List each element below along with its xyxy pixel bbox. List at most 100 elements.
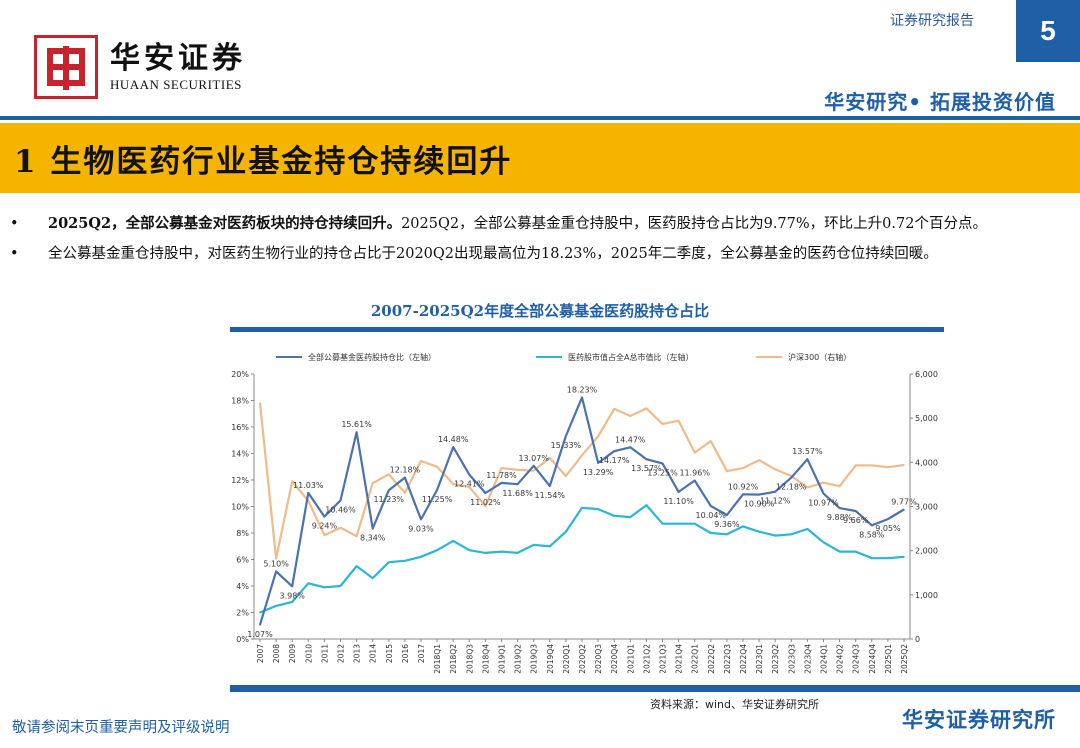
data-label: 5.10% [263, 559, 289, 568]
slogan: 华安研究• 拓展投资价值 [824, 90, 1056, 114]
section-title: 1 生物医药行业基金持仓持续回升 [14, 143, 513, 180]
data-label: 9.24% [312, 522, 338, 531]
y-right-tick-label: 4,000 [915, 458, 938, 467]
bullet-item: • 全公募基金重仓持股中，对医药生物行业的持仓占比于2020Q2出现最高位为18… [10, 242, 1060, 266]
data-point [549, 545, 551, 548]
disclaimer-link[interactable]: 敬请参阅末页重要声明及评级说明 [12, 720, 230, 736]
y-right-tick-label: 2,000 [915, 547, 938, 556]
data-point [903, 556, 905, 558]
data-point [404, 492, 406, 494]
data-point [838, 550, 841, 553]
x-tick-label: 2024Q3 [852, 644, 861, 674]
x-tick-label: 2020Q1 [562, 644, 571, 674]
data-point [339, 526, 342, 529]
page-number: 5 [1016, 0, 1080, 62]
x-tick-label: 2023Q2 [771, 644, 780, 674]
data-point [806, 528, 809, 530]
x-tick-label: 2016 [401, 644, 410, 663]
data-label: 11.78% [486, 471, 517, 480]
y-right-tick-label: 1,000 [915, 591, 938, 600]
data-point [371, 527, 374, 530]
data-point [404, 476, 406, 479]
x-tick-label: 2024Q1 [820, 644, 829, 674]
data-point [822, 492, 825, 495]
data-label: 11.12% [760, 497, 791, 506]
data-point [516, 469, 519, 471]
data-point [500, 467, 503, 469]
x-tick-label: 2025Q2 [900, 644, 909, 674]
data-point [887, 466, 889, 468]
data-point [629, 415, 632, 417]
data-point [774, 534, 776, 537]
data-point [726, 514, 728, 516]
data-point [484, 552, 487, 554]
data-point [854, 464, 857, 467]
data-point [903, 464, 905, 466]
chart-top-rule [230, 327, 944, 332]
data-point [468, 486, 471, 488]
bullet-dot: • [10, 216, 19, 232]
legend-label: 全部公募基金医药股持仓比（左轴） [308, 352, 436, 362]
x-tick-label: 2020Q4 [610, 644, 619, 674]
data-label: 13.07% [518, 454, 549, 463]
legend-label: 医药股市值占全A总市值比（左轴） [568, 352, 693, 362]
data-label: 13.57% [631, 464, 662, 473]
data-point [484, 492, 487, 494]
data-label: 1.07% [247, 630, 273, 639]
data-label: 3.98% [279, 591, 305, 600]
x-tick-label: 2021Q2 [642, 644, 651, 674]
data-label: 8.58% [859, 530, 885, 539]
data-label: 14.17% [599, 456, 630, 465]
x-tick-label: 2023Q3 [787, 644, 796, 674]
data-point [581, 454, 583, 457]
x-tick-label: 2018Q1 [433, 644, 442, 674]
data-label: 9.36% [714, 520, 740, 529]
x-tick-label: 2007 [256, 644, 265, 663]
data-label: 9.66% [843, 516, 869, 525]
x-tick-label: 2010 [304, 644, 313, 663]
data-point [677, 491, 680, 493]
y-right-tick-label: 6,000 [915, 370, 938, 379]
data-point [565, 435, 567, 437]
data-point [774, 490, 776, 493]
data-point [468, 549, 471, 552]
bullet-item: • 2025Q2，全部公募基金对医药板块的持仓持续回升。2025Q2，全部公募基… [10, 212, 1060, 236]
data-point [355, 565, 358, 567]
data-point [854, 510, 857, 512]
data-label: 11.03% [293, 481, 324, 490]
data-point [307, 582, 310, 585]
data-label: 9.88% [827, 513, 853, 522]
x-tick-label: 2020Q2 [578, 644, 587, 674]
data-point [307, 492, 310, 494]
data-label: 11.54% [535, 491, 566, 500]
data-label: 11.96% [679, 469, 710, 478]
data-point [613, 408, 615, 410]
data-point [516, 552, 519, 554]
logo-chinese-name: 华安证券 [110, 41, 246, 76]
data-point [581, 507, 583, 509]
data-point [549, 485, 551, 487]
data-point [532, 469, 535, 472]
data-label: 11.23% [374, 495, 405, 504]
data-point [452, 540, 454, 542]
x-tick-label: 2018Q4 [481, 644, 490, 674]
y-left-tick-label: 8% [236, 529, 249, 538]
data-point [597, 435, 599, 438]
data-point [355, 431, 358, 433]
x-tick-label: 2019Q1 [498, 644, 507, 674]
data-point [822, 481, 825, 484]
data-label: 15.61% [341, 420, 372, 429]
data-label: 11.02% [470, 498, 501, 507]
bullet-text: 全公募基金重仓持股中，对医药生物行业的持仓占比于2020Q2出现最高位为18.2… [48, 246, 938, 262]
data-point [645, 504, 648, 506]
data-point [710, 505, 712, 507]
x-tick-label: 2024Q2 [836, 644, 845, 674]
data-point [854, 550, 857, 553]
data-point [903, 508, 905, 511]
data-point [500, 482, 503, 484]
data-point [291, 585, 293, 588]
data-point [420, 518, 422, 521]
y-left-tick-label: 18% [231, 397, 249, 406]
data-point [452, 446, 454, 448]
data-label: 18.23% [567, 385, 598, 394]
